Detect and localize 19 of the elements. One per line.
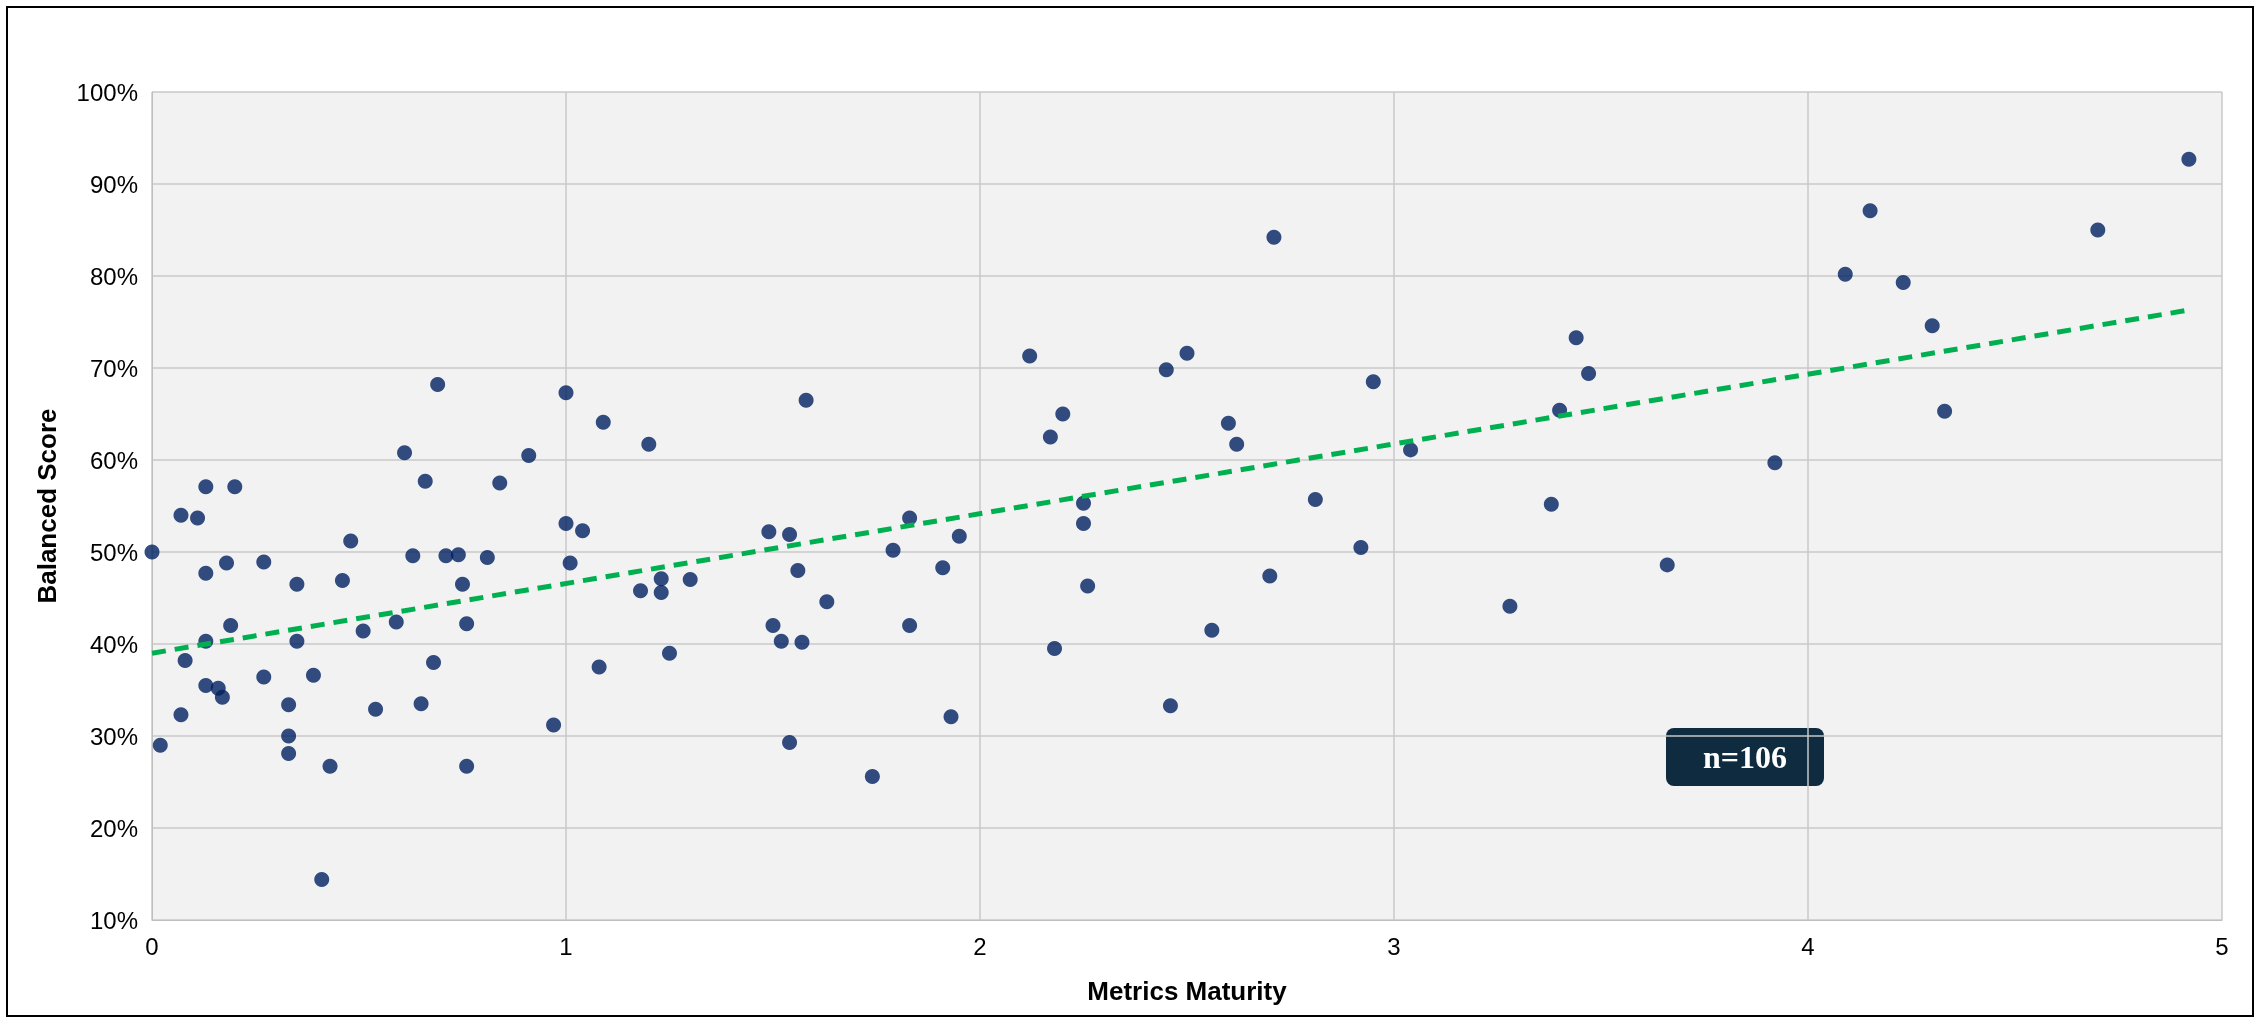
y-tick-label: 80% xyxy=(89,262,138,290)
y-tick-label: 100% xyxy=(76,78,138,106)
y-tick-label: 40% xyxy=(89,630,138,658)
y-axis-title: Balanced Score xyxy=(32,408,62,604)
y-tick-label: 20% xyxy=(89,814,138,842)
y-tick-label: 90% xyxy=(89,170,138,198)
x-tick-label: 0 xyxy=(145,932,159,960)
x-tick-label: 3 xyxy=(1387,932,1401,960)
x-tick-label: 5 xyxy=(2215,932,2229,960)
x-tick-label: 2 xyxy=(973,932,987,960)
x-tick-label: 1 xyxy=(559,932,573,960)
x-axis-title: Metrics Maturity xyxy=(1087,976,1288,1006)
y-tick-label: 30% xyxy=(89,722,138,750)
x-tick-label: 4 xyxy=(1801,932,1815,960)
y-tick-label: 50% xyxy=(89,538,138,566)
y-tick-label: 10% xyxy=(89,906,138,934)
y-tick-label: 60% xyxy=(89,446,138,474)
annotation: n=106 xyxy=(1702,739,1788,775)
y-tick-label: 70% xyxy=(89,354,138,382)
